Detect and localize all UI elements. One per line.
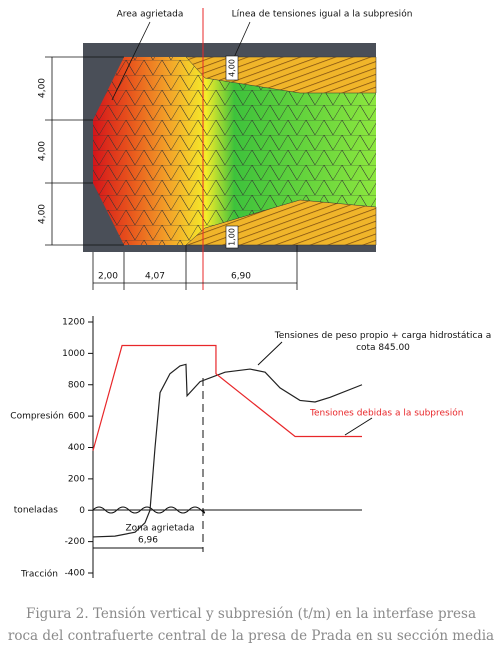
dim-label: 6,90 [231,272,251,282]
y-tick-label: -200 [65,537,86,547]
chart: Zona agrietada 6,96 Compresión toneladas… [10,316,463,580]
legend-label: Tensiones debidas a la subpresión [309,408,463,419]
mesh [93,57,376,245]
annotation: 6,96 [138,536,158,546]
y-tick-label: 1000 [62,349,85,359]
y-label: Compresión [10,411,64,422]
line-label: Línea de tensiones igual a la subpresión [232,9,413,20]
caption: Figura 2. Tensión vertical y subpresión … [25,606,477,622]
dim-label: 4,07 [145,272,165,282]
annotation: Zona agrietada [126,524,195,534]
box-label: 4,00 [228,59,237,77]
box [225,225,239,249]
caption: roca del contrafuerte central de la pres… [7,628,495,644]
dim-label: 2,00 [98,272,118,282]
dim-label: 4,00 [38,78,48,98]
box-label: 1,00 [228,228,237,246]
dim-label: 4,00 [38,141,48,161]
y-tick-label: 400 [68,443,85,453]
area-label: Area agrietada [117,10,184,20]
y-tick-label: 800 [68,380,85,390]
leader [257,341,283,366]
dimensions [45,21,298,290]
y-label: toneladas [14,506,59,516]
series-line [92,344,362,451]
legend-label: Tensiones de peso propio + carga hidrost… [274,331,492,353]
box [225,55,239,81]
y-tick-label: 600 [68,412,85,422]
y-label: Tracción [20,569,58,580]
y-tick-label: 1200 [62,318,85,328]
series-line [92,363,363,538]
crack-wave [92,506,206,514]
leader [344,417,373,436]
y-tick-label: 0 [79,506,85,516]
diagram: Area agrietada Línea de tensiones igual … [38,8,413,290]
dim-label: 4,00 [38,204,48,224]
y-tick-label: 200 [68,474,85,484]
y-tick-label: -400 [65,569,86,579]
